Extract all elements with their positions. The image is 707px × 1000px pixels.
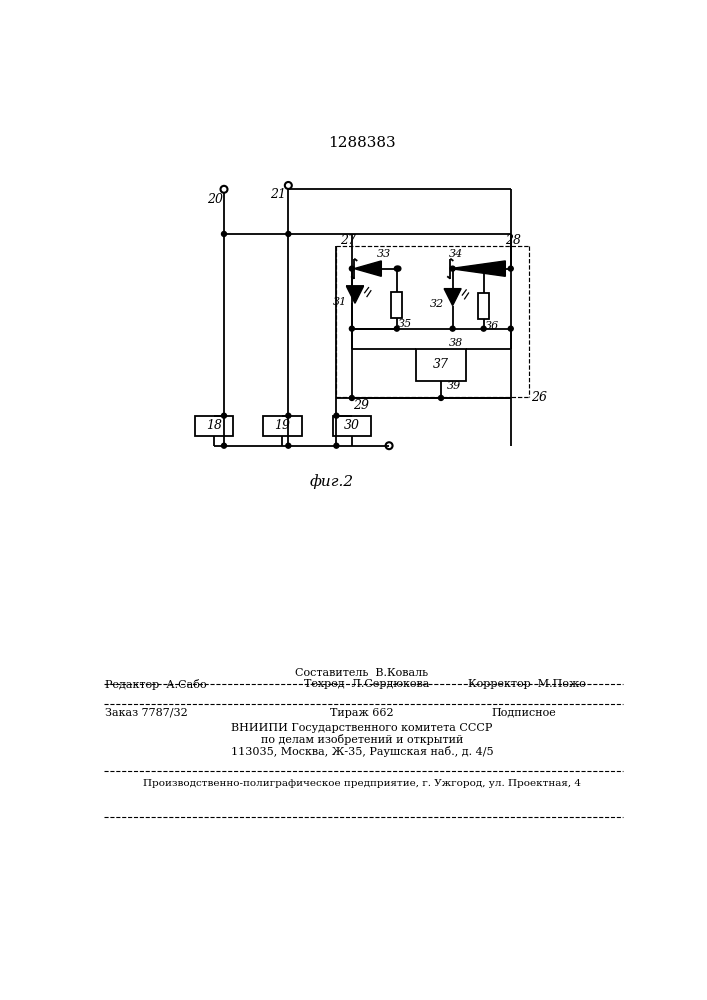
Polygon shape [346, 286, 363, 303]
Polygon shape [450, 261, 506, 276]
Circle shape [438, 396, 443, 400]
Bar [263, 416, 301, 436]
Circle shape [349, 396, 354, 400]
Text: Редактор  А.Сабо: Редактор А.Сабо [105, 679, 207, 690]
Text: Корректор  М.Пожо: Корректор М.Пожо [468, 679, 586, 689]
Text: 38: 38 [449, 338, 463, 348]
Text: 19: 19 [274, 419, 290, 432]
Bar [332, 416, 371, 436]
Circle shape [450, 326, 455, 331]
Circle shape [481, 326, 486, 331]
Text: 37: 37 [433, 358, 449, 371]
Circle shape [349, 326, 354, 331]
Bar [392, 292, 402, 318]
Text: Составитель  В.Коваль: Составитель В.Коваль [296, 668, 428, 678]
Text: 39: 39 [447, 381, 461, 391]
Text: Тираж 662: Тираж 662 [330, 708, 394, 718]
Text: 113035, Москва, Ж-35, Раушская наб., д. 4/5: 113035, Москва, Ж-35, Раушская наб., д. … [230, 746, 493, 757]
Circle shape [508, 266, 513, 271]
Circle shape [481, 266, 486, 271]
Text: 26: 26 [531, 391, 547, 404]
Bar [478, 293, 489, 319]
Circle shape [221, 443, 226, 448]
Text: Производственно-полиграфическое предприятие, г. Ужгород, ул. Проектная, 4: Производственно-полиграфическое предприя… [143, 779, 581, 788]
Text: 18: 18 [206, 419, 222, 432]
Text: ВНИИПИ Государственного комитета СССР: ВНИИПИ Государственного комитета СССР [231, 723, 493, 733]
Polygon shape [444, 289, 461, 306]
Text: 33: 33 [377, 249, 391, 259]
Circle shape [221, 413, 226, 418]
Circle shape [334, 443, 339, 448]
Text: по делам изобретений и открытий: по делам изобретений и открытий [261, 734, 463, 745]
Circle shape [286, 413, 291, 418]
Text: 28: 28 [506, 234, 521, 247]
Text: 34: 34 [449, 249, 463, 259]
Circle shape [334, 413, 339, 418]
Bar [416, 349, 466, 381]
Circle shape [286, 443, 291, 448]
Circle shape [221, 231, 226, 236]
Circle shape [395, 266, 399, 271]
Text: 35: 35 [397, 319, 412, 329]
Text: 32: 32 [430, 299, 445, 309]
Text: 36: 36 [484, 321, 498, 331]
Circle shape [450, 266, 455, 271]
Polygon shape [354, 261, 381, 276]
Text: 21: 21 [271, 188, 286, 201]
Text: фиг.2: фиг.2 [309, 474, 354, 489]
Circle shape [508, 326, 513, 331]
Text: 29: 29 [354, 399, 370, 412]
Text: 31: 31 [332, 297, 346, 307]
Text: 30: 30 [344, 419, 360, 432]
Bar [194, 416, 233, 436]
Text: Техред  Л.Сердюкова: Техред Л.Сердюкова [304, 679, 429, 689]
Text: 27: 27 [340, 234, 356, 247]
Text: 1288383: 1288383 [328, 136, 396, 150]
Text: Заказ 7787/32: Заказ 7787/32 [105, 708, 188, 718]
Circle shape [349, 266, 354, 271]
Text: 20: 20 [207, 193, 223, 206]
Circle shape [286, 231, 291, 236]
Text: Подписное: Подписное [491, 708, 556, 718]
Circle shape [396, 266, 401, 271]
Circle shape [395, 326, 399, 331]
